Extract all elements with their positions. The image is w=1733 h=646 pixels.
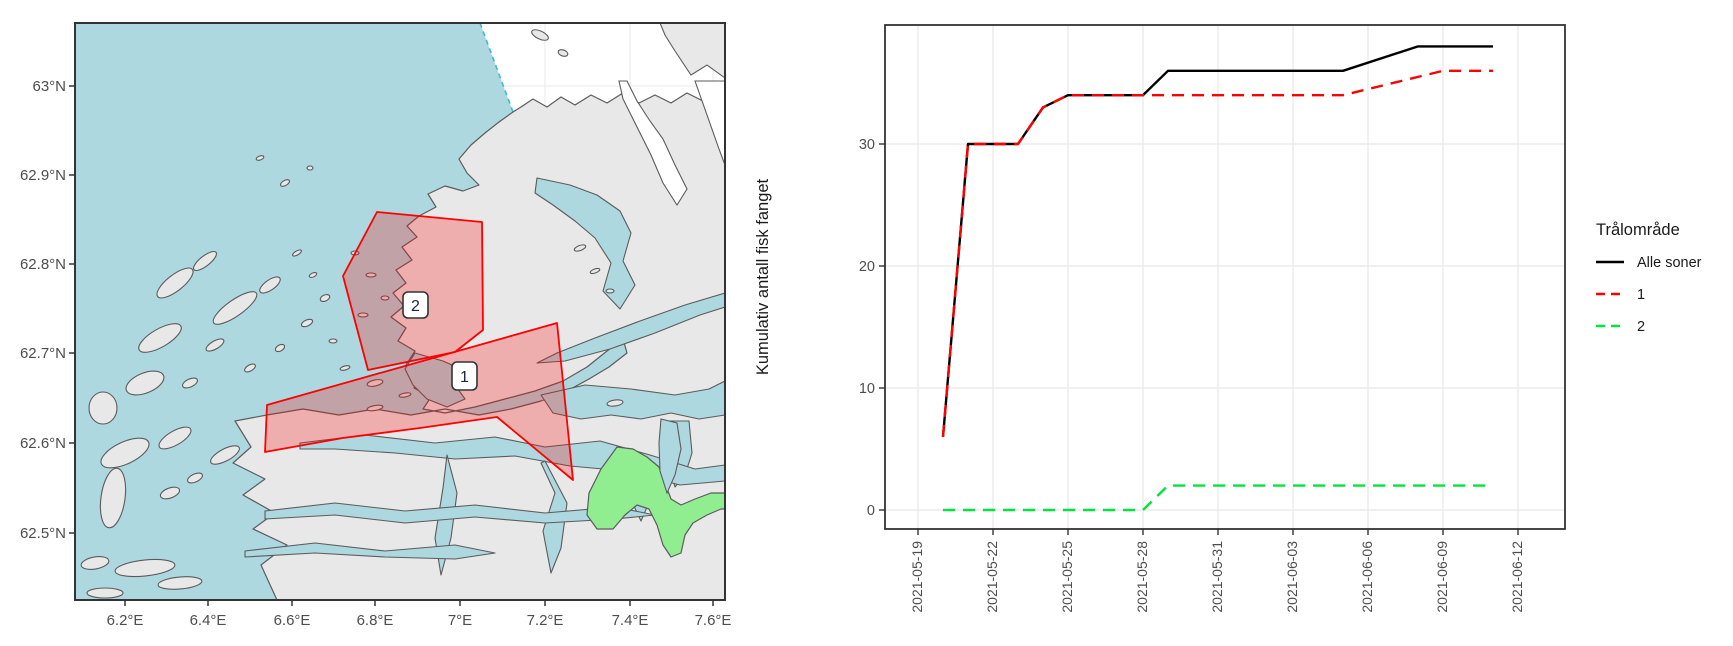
islands [80,29,624,599]
chart-x-tick-label: 2021-06-09 [1434,541,1450,613]
map-panel-border [74,22,726,601]
map-x-tick-label: 6.4°E [190,612,227,629]
map-y-tick-label: 62.6°N [20,435,66,452]
chart-x-tick-label: 2021-05-28 [1134,541,1150,613]
zone-2-label-text: 2 [411,298,420,315]
chart-x-tick-label: 2021-06-03 [1284,541,1300,613]
chart-y-tick-label: 10 [859,381,875,397]
map-x-tick-label: 6.8°E [357,612,394,629]
map-axes: 6.2°E 6.4°E 6.6°E 6.8°E 7°E 7.2°E 7.4°E 7.6°E 63… [20,78,731,629]
chart-panel-background [885,25,1565,529]
chart-x-tick-label: 2021-05-31 [1209,541,1225,613]
white-inlet [618,80,688,207]
chart-y-tick-label: 0 [867,503,875,519]
chart-y-tick-label: 30 [859,137,875,153]
trawl-zone-2 [342,211,484,371]
map-geometry: 2 1 [75,23,725,600]
map-x-tick-label: 7°E [448,612,472,629]
map-x-tick-label: 6.2°E [107,612,144,629]
map-y-tick-label: 62.8°N [20,256,66,273]
chart-x-tick-label: 2021-06-12 [1509,541,1525,613]
series-line-alle-soner [941,45,1493,437]
chart-y-axis-title: Kumulativ antall fisk fanget [754,178,772,375]
sea-extent-boundary-line [479,23,514,113]
chart-x-tick-label: 2021-05-25 [1059,541,1075,613]
chart-x-tick-label: 2021-06-06 [1359,541,1375,613]
series-line-2 [943,484,1493,512]
chart-y-tick-label: 20 [859,259,875,275]
zone-1-label-text: 1 [460,369,469,386]
map-y-tick-label: 62.5°N [20,525,66,542]
chart-x-tick-label: 2021-05-22 [984,541,1000,613]
legend-label-1: 1 [1637,287,1645,303]
map-x-tick-label: 7.4°E [612,612,649,629]
chart-x-tick-label: 2021-05-19 [909,541,925,613]
chart-panel-border [884,24,1566,530]
series-line-1 [941,69,1493,437]
zone-2-label: 2 [402,291,429,319]
legend-title: Trålområde [1596,221,1680,239]
map-x-tick-label: 6.6°E [274,612,311,629]
map-y-tick-label: 62.9°N [20,167,66,184]
map-x-tick-label: 7.6°E [695,612,732,629]
legend-label-alle-soner: Alle soner [1637,255,1702,271]
map-y-tick-label: 63°N [32,78,66,95]
map-panel: 2 1 [74,22,726,601]
white-inlet-2 [694,80,725,166]
green-zone-water-arm [658,418,682,495]
legend-label-2: 2 [1637,319,1645,335]
corner-island [659,23,725,79]
catch-chart: 0 10 20 30 2021-05-19 2021-05-22 2021-05-25 202… [754,24,1702,613]
map-y-tick-label: 62.7°N [20,345,66,362]
map-x-tick-label: 7.2°E [527,612,564,629]
zone-1-label: 1 [451,361,478,391]
trawl-zone-1 [264,322,574,481]
